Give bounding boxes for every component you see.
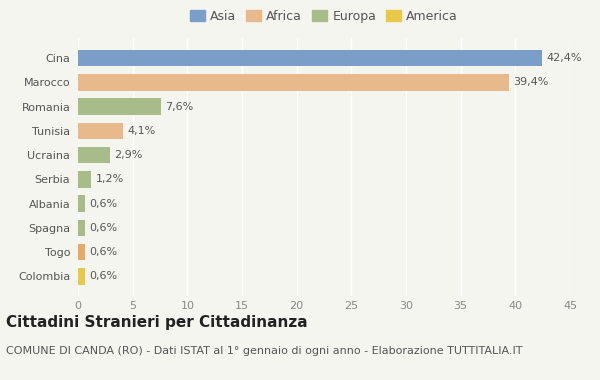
Text: COMUNE DI CANDA (RO) - Dati ISTAT al 1° gennaio di ogni anno - Elaborazione TUTT: COMUNE DI CANDA (RO) - Dati ISTAT al 1° …: [6, 346, 523, 356]
Text: 1,2%: 1,2%: [95, 174, 124, 184]
Text: 39,4%: 39,4%: [513, 77, 548, 87]
Text: 4,1%: 4,1%: [127, 126, 155, 136]
Bar: [78, 122, 123, 139]
Text: 42,4%: 42,4%: [546, 53, 581, 63]
Text: 0,6%: 0,6%: [89, 271, 117, 282]
Bar: [78, 98, 161, 115]
Text: 0,6%: 0,6%: [89, 247, 117, 257]
Bar: [78, 74, 509, 90]
Text: 2,9%: 2,9%: [114, 150, 142, 160]
Bar: [78, 171, 91, 188]
Text: 0,6%: 0,6%: [89, 199, 117, 209]
Bar: [78, 220, 85, 236]
Text: 7,6%: 7,6%: [166, 101, 194, 112]
Bar: [78, 147, 110, 163]
Bar: [78, 268, 85, 285]
Bar: [78, 244, 85, 260]
Bar: [78, 50, 542, 66]
Bar: [78, 195, 85, 212]
Text: Cittadini Stranieri per Cittadinanza: Cittadini Stranieri per Cittadinanza: [6, 315, 308, 330]
Text: 0,6%: 0,6%: [89, 223, 117, 233]
Legend: Asia, Africa, Europa, America: Asia, Africa, Europa, America: [187, 6, 461, 27]
